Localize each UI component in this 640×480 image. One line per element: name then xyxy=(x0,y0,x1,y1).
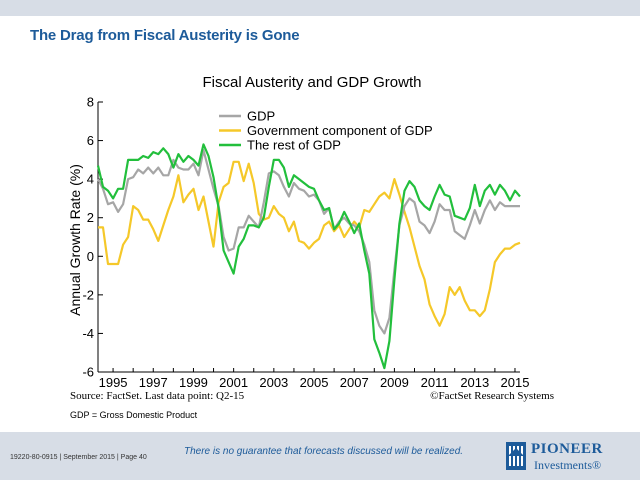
x-tick-label: 2013 xyxy=(460,375,489,390)
x-tick-label: 2009 xyxy=(380,375,409,390)
pioneer-logo-icon xyxy=(506,442,526,470)
series-line-rest xyxy=(96,143,521,370)
legend-label-rest: The rest of GDP xyxy=(247,138,341,153)
disclaimer: There is no guarantee that forecasts dis… xyxy=(184,446,464,457)
y-tick-label: -4 xyxy=(82,326,94,341)
slide-title: The Drag from Fiscal Austerity is Gone xyxy=(30,27,300,44)
y-tick-label: 2 xyxy=(87,210,94,225)
legend-label-gov: Government component of GDP xyxy=(247,123,433,138)
footer-bar xyxy=(0,432,640,480)
chart: Fiscal Austerity and GDP Growth Annual G… xyxy=(67,74,529,390)
y-axis: 8 6 4 2 0 -2 -4 -6 xyxy=(82,95,103,380)
x-axis: 1995 1997 1999 2001 2003 2005 2007 2009 2011 2013… xyxy=(98,368,529,390)
x-tick-label: 2005 xyxy=(300,375,329,390)
series-line-gdp xyxy=(97,149,520,335)
logo-text-top: PIONEER xyxy=(531,441,603,457)
series-layer xyxy=(96,143,521,370)
y-tick-label: -2 xyxy=(82,287,94,302)
footnote: GDP = Gross Domestic Product xyxy=(70,410,198,420)
y-tick-label: 0 xyxy=(87,249,94,264)
x-tick-label: 2001 xyxy=(219,375,248,390)
logo-text-bottom: Investments® xyxy=(534,458,602,472)
y-axis-label: Annual Growth Rate (%) xyxy=(67,164,83,316)
chart-title: Fiscal Austerity and GDP Growth xyxy=(203,74,422,91)
x-tick-label: 2003 xyxy=(259,375,288,390)
y-tick-label: 8 xyxy=(87,95,94,110)
x-tick-label: 1997 xyxy=(139,375,168,390)
series-line-gov xyxy=(98,160,521,327)
x-tick-label: 1999 xyxy=(179,375,208,390)
copyright-note: ©FactSet Research Systems xyxy=(430,390,554,402)
x-tick-label: 2007 xyxy=(340,375,369,390)
source-note: Source: FactSet. Last data point: Q2-15 xyxy=(70,390,245,402)
top-banner xyxy=(0,0,640,16)
x-tick-label: 2015 xyxy=(501,375,530,390)
x-tick-label: 2011 xyxy=(421,375,449,390)
job-code: 19220-80-0915 | September 2015 | Page 40 xyxy=(10,454,147,461)
y-tick-label: -6 xyxy=(82,365,94,380)
pioneer-logo: PIONEER Investments® xyxy=(506,440,634,474)
x-tick-label: 1995 xyxy=(99,375,128,390)
legend-label-gdp: GDP xyxy=(247,109,275,124)
y-tick-label: 4 xyxy=(87,172,94,187)
y-tick-label: 6 xyxy=(87,133,94,148)
